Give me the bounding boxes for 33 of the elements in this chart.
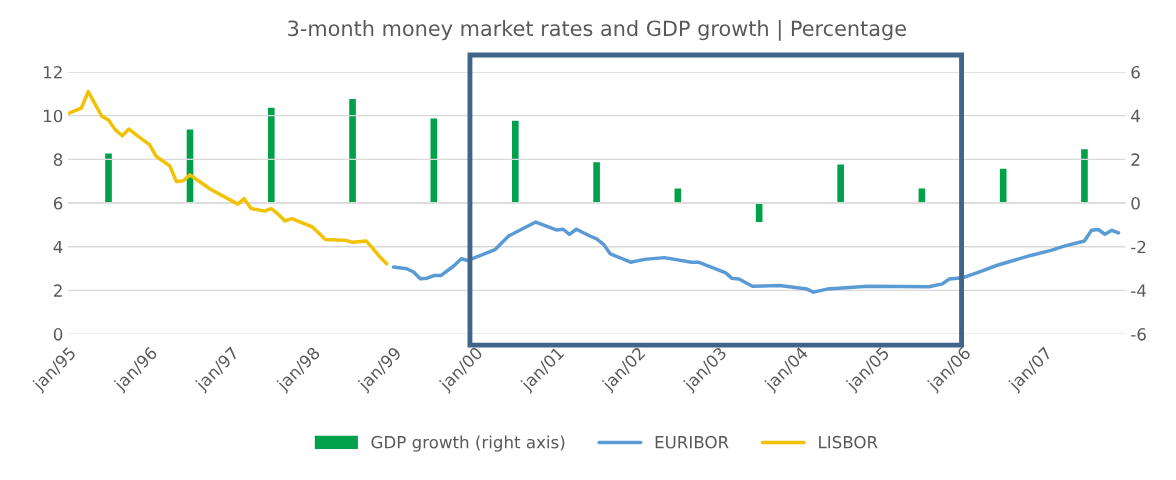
legend-label: EURIBOR [655, 435, 729, 449]
bar [510, 119, 521, 204]
y-tick-label: 8 [53, 153, 63, 166]
legend-label: GDP growth (right axis) [371, 435, 565, 452]
y-tick-label: 12 [43, 65, 62, 79]
bar [429, 117, 439, 204]
y2-tick-label: 0 [1131, 197, 1140, 210]
bar [754, 202, 764, 224]
y-tick-label: 2 [53, 284, 62, 297]
bar [917, 187, 927, 204]
bar [266, 106, 276, 204]
line-series [391, 220, 1121, 294]
chart-title: 3-month money market rates and GDP growth | Percentage [288, 19, 906, 41]
bar [835, 163, 846, 204]
y-tick-label: 4 [53, 240, 63, 254]
bar [185, 128, 195, 204]
bar [103, 152, 114, 204]
y2-tick-label: -6 [1131, 328, 1146, 341]
y2-tick-label: -4 [1131, 284, 1146, 297]
bar [347, 97, 358, 204]
bar [998, 167, 1008, 204]
bar [591, 160, 602, 204]
y2-tick-label: -2 [1131, 240, 1146, 254]
line-series [68, 89, 389, 266]
y2-tick-label: 4 [1131, 109, 1140, 123]
y-tick-label: 10 [43, 109, 63, 123]
y2-tick-label: 6 [1131, 65, 1140, 79]
y2-tick-label: 2 [1131, 153, 1140, 166]
y-tick-label: 6 [53, 197, 63, 210]
bar [673, 187, 683, 204]
legend-label: LISBOR [819, 435, 878, 449]
y-tick-label: 0 [53, 328, 63, 341]
bar [1079, 147, 1090, 204]
